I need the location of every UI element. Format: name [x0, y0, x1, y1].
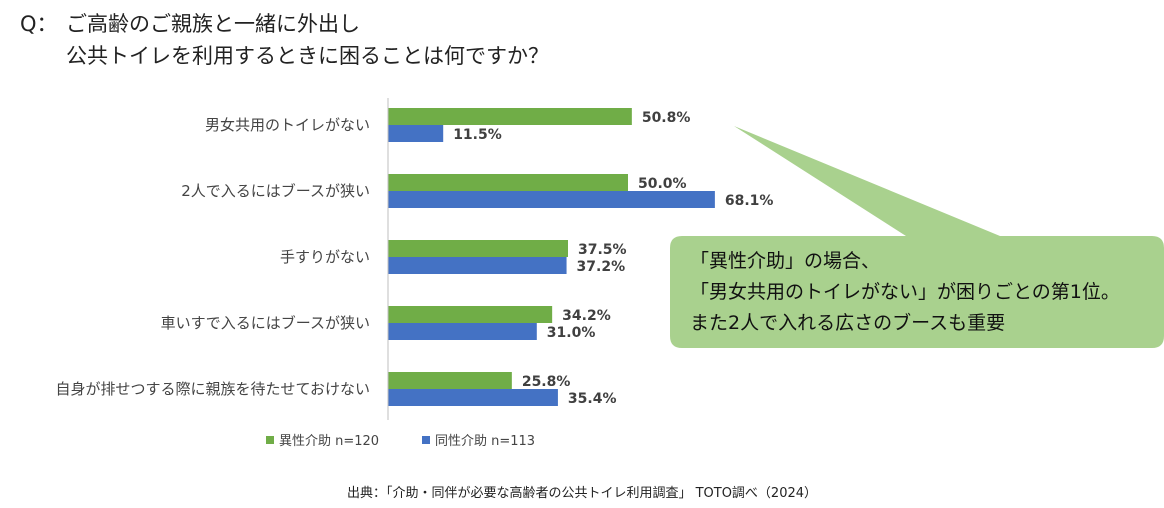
category-label: 車いすで入るにはブースが狭い: [161, 314, 370, 332]
callout-text: 「異性介助」の場合、 「男女共用のトイレがない」が困りごとの第1位。 また2人で…: [690, 246, 1150, 339]
data-label: 34.2%: [562, 308, 611, 324]
question-line-2: 公共トイレを利用するときに困ることは何ですか？: [66, 44, 549, 68]
bar-series-1: [388, 306, 553, 323]
data-label: 25.8%: [522, 374, 571, 390]
bar-series-2: [388, 389, 558, 406]
bar-series-2: [388, 323, 537, 340]
data-label: 37.2%: [577, 259, 626, 275]
category-label: 男女共用のトイレがない: [205, 116, 370, 134]
bar-series-1: [388, 240, 568, 257]
data-label: 35.4%: [568, 391, 617, 407]
bar-chart: 男女共用のトイレがない 50.8% 11.5% 2人で入るにはブースが狭い 50.0% 6…: [55, 98, 1164, 449]
bar-series-2: [388, 257, 567, 274]
callout-line-1: 「異性介助」の場合、: [690, 250, 881, 272]
data-label: 50.8%: [642, 110, 691, 126]
callout-bubble: [670, 126, 1164, 348]
bar-series-1: [388, 174, 628, 191]
legend-label: 同性介助 n=113: [435, 434, 535, 449]
callout-line-2: 「男女共用のトイレがない」が困りごとの第1位。: [690, 281, 1120, 303]
data-label: 37.5%: [578, 242, 627, 258]
bar-series-1: [388, 108, 632, 125]
bar-series-2: [388, 125, 444, 142]
bar-series-1: [388, 372, 512, 389]
category-label: 自身が排せつする際に親族を待たせておけない: [55, 380, 370, 398]
source-note: 出典：「介助・同伴が必要な高齢者の公共トイレ利用調査」 TOTO調べ（2024）: [346, 486, 818, 501]
legend: 異性介助 n=120 同性介助 n=113: [266, 434, 535, 449]
question-prefix: Q：: [20, 12, 58, 36]
data-label: 68.1%: [725, 193, 774, 209]
callout-line-3: また2人で入れる広さのブースも重要: [690, 312, 1006, 334]
data-label: 31.0%: [547, 325, 596, 341]
category-label: 2人で入るにはブースが狭い: [181, 182, 370, 200]
legend-swatch: [422, 436, 430, 444]
legend-swatch: [266, 436, 274, 444]
data-label: 50.0%: [638, 176, 687, 192]
question-line-1: ご高齢のご親族と一緒に外出し: [66, 12, 360, 36]
bar-series-2: [388, 191, 715, 208]
data-label: 11.5%: [453, 127, 502, 143]
category-label: 手すりがない: [280, 248, 370, 266]
legend-label: 異性介助 n=120: [279, 434, 379, 449]
